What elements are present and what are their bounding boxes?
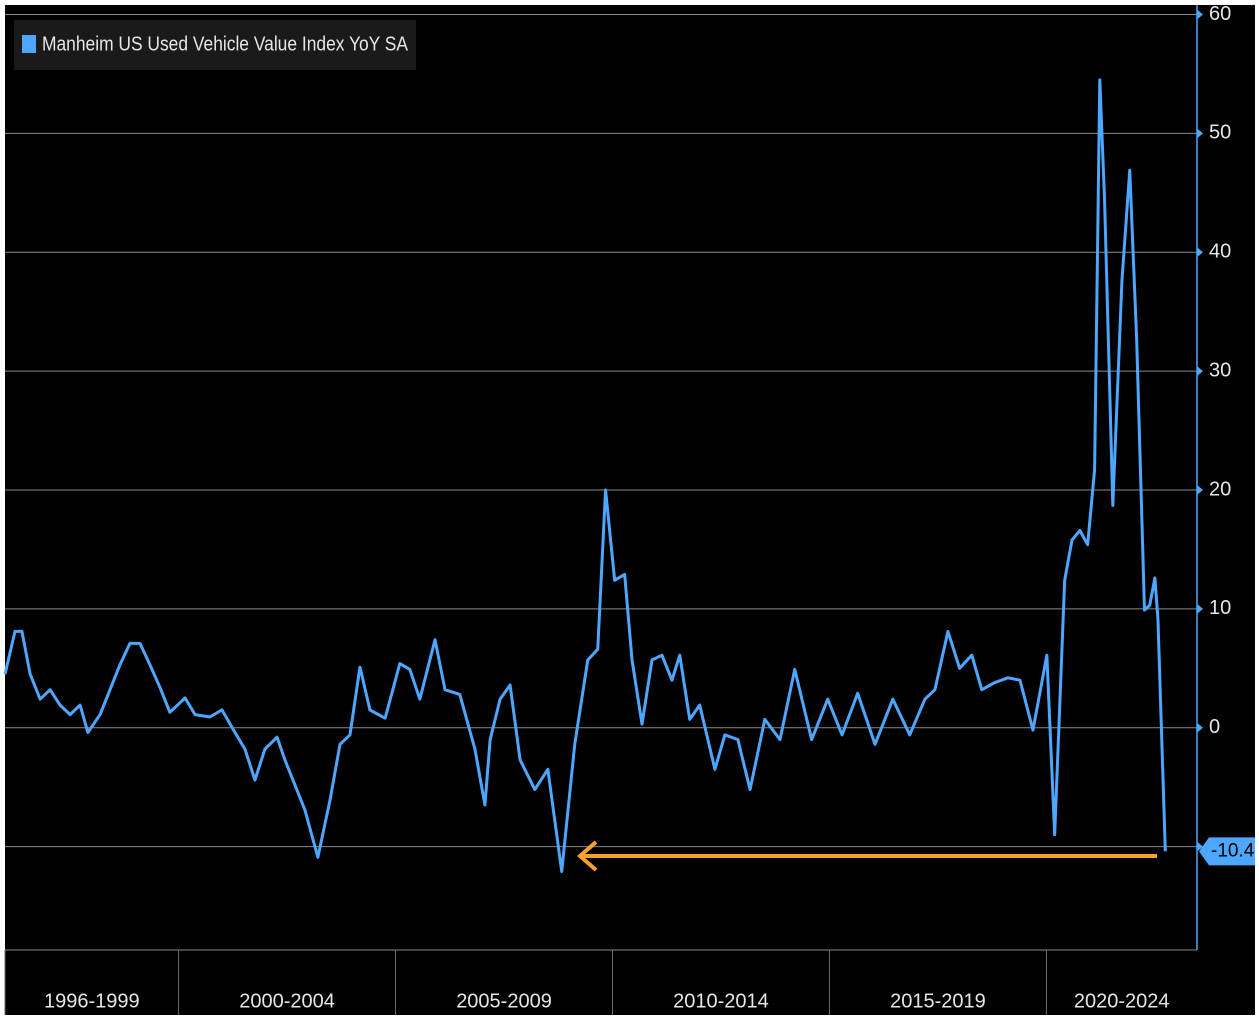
x-tick-label: 2010-2014: [673, 990, 769, 1012]
x-tick-label: 1996-1999: [44, 990, 140, 1012]
y-tick-label: 10: [1209, 597, 1231, 619]
legend-swatch: [22, 35, 36, 53]
y-tick-mark: [1197, 9, 1203, 20]
y-tick-mark: [1197, 841, 1203, 852]
last-value-tag: [1199, 837, 1255, 866]
last-value-label: -10.4: [1211, 840, 1255, 861]
y-tick-mark: [1197, 366, 1203, 377]
y-tick-mark: [1197, 722, 1203, 733]
annotation-arrow: [576, 840, 1157, 872]
x-tick-label: 2005-2009: [456, 990, 552, 1012]
legend: Manheim US Used Vehicle Value Index YoY …: [14, 20, 416, 70]
y-tick-label: 60: [1209, 3, 1231, 25]
y-tick-mark: [1197, 247, 1203, 258]
plot: [3, 78, 1167, 874]
legend-box: [14, 20, 416, 70]
y-tick-label: 30: [1209, 359, 1231, 381]
x-tick-label: 2000-2004: [239, 990, 335, 1012]
y-tick-label: 40: [1209, 241, 1231, 263]
data-line: [3, 78, 1167, 874]
axes: -1001020304050601996-19992000-20042005-2…: [4, 3, 1255, 1015]
legend-label: Manheim US Used Vehicle Value Index YoY …: [42, 33, 409, 55]
y-tick-mark: [1197, 603, 1203, 614]
y-tick-mark: [1197, 128, 1203, 139]
y-tick-label: 20: [1209, 478, 1231, 500]
arrow-head: [576, 840, 598, 872]
y-tick-mark: [1197, 484, 1203, 495]
y-tick-label: 0: [1209, 716, 1220, 738]
y-tick-label: 50: [1209, 122, 1231, 144]
chart-background: [5, 5, 1255, 1015]
x-tick-label: 2020-2024: [1074, 990, 1170, 1012]
x-tick-label: 2015-2019: [890, 990, 986, 1012]
